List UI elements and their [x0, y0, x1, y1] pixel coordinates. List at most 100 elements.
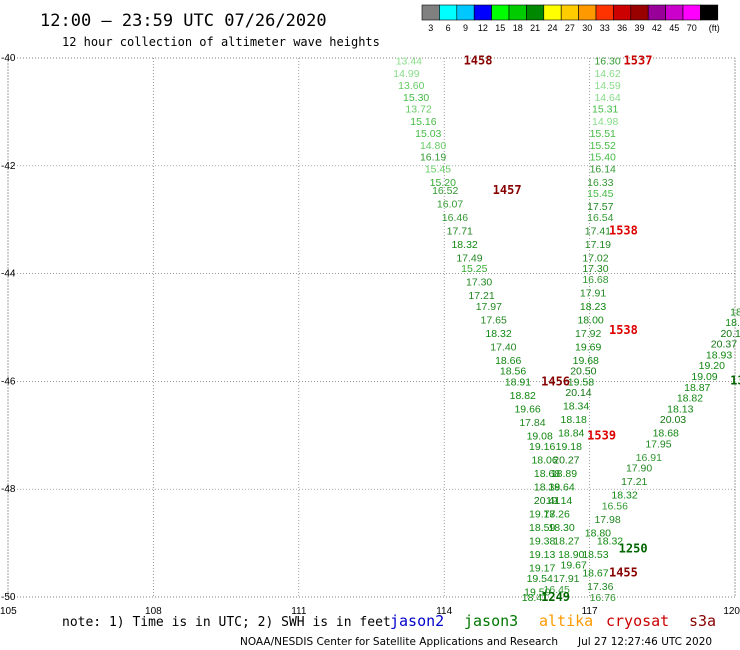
legend-label: 18 [513, 23, 523, 33]
swh-value: 15.31 [592, 104, 618, 116]
swh-value: 16.19 [420, 152, 446, 164]
swh-value: 16.76 [590, 592, 616, 604]
y-tick-labels: -40 -42 -44 -46 -48 -50 [1, 53, 16, 603]
satellite-jason3: jason3 [464, 612, 518, 630]
swh-value: 17.19 [585, 239, 611, 251]
pass-time-label: 1538 [609, 323, 638, 337]
satellite-legend: jason2 jason3 altika cryosat s3a [390, 612, 716, 630]
swh-value: 18.13 [667, 403, 693, 415]
swh-value: 19.16 [529, 441, 555, 453]
legend-swatch [456, 4, 475, 21]
swh-value: 16.68 [582, 274, 608, 286]
pass-time-label: 1455 [609, 566, 638, 580]
swh-value: 14.62 [594, 68, 620, 80]
swh-value: 17.21 [468, 290, 494, 302]
pass-time-label: 1456 [541, 374, 570, 388]
x-tick-label: 105 [0, 606, 17, 617]
legend-label: 6 [446, 23, 451, 33]
swh-value: 17.41 [585, 225, 611, 237]
swh-value: 20.50 [570, 366, 596, 378]
satellite-jason2: jason2 [390, 612, 444, 630]
pass-time-label: 1458 [464, 54, 493, 68]
swh-value: 14.64 [594, 92, 620, 104]
y-tick-label: -44 [1, 269, 16, 280]
swh-value: 15.16 [410, 116, 436, 128]
swh-value: 17.84 [519, 417, 545, 429]
swh-value: 18.18 [561, 414, 587, 426]
swh-value: 14.99 [393, 68, 419, 80]
swh-value: 17.40 [490, 341, 516, 353]
legend-swatch [526, 4, 545, 21]
swh-value: 17.97 [476, 301, 502, 313]
swh-value: 17.49 [456, 252, 482, 264]
x-tick-label: 117 [582, 606, 598, 617]
swh-value: 19.18 [556, 441, 582, 453]
legend-swatch [473, 4, 492, 21]
swh-value: 16.33 [587, 177, 613, 189]
swh-value: 18.56 [500, 366, 526, 378]
legend-swatch [630, 4, 649, 21]
swh-value: 19.17 [529, 562, 555, 574]
swh-value: 18 [730, 306, 740, 318]
swh-value: 19.14 [546, 495, 572, 507]
legend-label: 9 [463, 23, 468, 33]
swh-value: 16.46 [442, 212, 468, 224]
swh-value: 17.98 [594, 514, 620, 526]
x-tick-labels: 105 108 111 114 117 120 [0, 606, 740, 617]
legend-swatch [491, 4, 510, 21]
y-tick-label: -48 [1, 484, 16, 495]
pass-time-label: 1539 [587, 428, 616, 442]
swh-value: 19.08 [527, 430, 553, 442]
swh-value: 17.90 [626, 463, 652, 475]
swh-value: 20.27 [553, 455, 579, 467]
swh-value: 16.45 [544, 584, 570, 596]
swh-value: 16.56 [602, 500, 628, 512]
legend-swatch [508, 4, 527, 21]
x-tick-label: 114 [436, 606, 452, 617]
legend-label: 45 [669, 23, 679, 33]
x-tick-label: 120 [723, 606, 740, 617]
swh-value: 18.41 [522, 592, 548, 604]
legend-unit: (ft) [709, 23, 720, 33]
swh-value: 18.68 [534, 468, 560, 480]
satellite-altika: altika [539, 612, 593, 630]
legend-swatch [421, 4, 440, 21]
swh-value: 18.38 [534, 482, 560, 494]
swh-value: 19.13 [529, 549, 555, 561]
pass-time-label: 1249 [541, 590, 570, 604]
swh-value: 18.27 [553, 535, 579, 547]
swh-value: 19.68 [573, 355, 599, 367]
swh-value: 17.91 [580, 287, 606, 299]
swh-value: 19.54 [527, 573, 553, 585]
swh-value: 19.20 [699, 360, 725, 372]
swh-value: 16.07 [437, 199, 463, 211]
legend-swatch [665, 4, 684, 21]
swh-value: 17.02 [582, 252, 608, 264]
swh-value: 18.32 [485, 328, 511, 340]
page-subtitle: 12 hour collection of altimeter wave hei… [62, 35, 380, 49]
y-tick-label: -46 [1, 376, 16, 387]
swh-value: 18.84 [558, 428, 584, 440]
satellite-cryosat: cryosat [606, 612, 669, 630]
swh-value: 20.41 [534, 495, 560, 507]
swh-value: 19.50 [524, 587, 550, 599]
legend-label: 36 [617, 23, 627, 33]
swh-value: 18.00 [577, 314, 603, 326]
credit-text: NOAA/NESDIS Center for Satellite Applica… [240, 636, 558, 648]
swh-value: 20.03 [660, 414, 686, 426]
legend-label: 21 [530, 23, 540, 33]
legend-swatch [682, 4, 701, 21]
swh-value: 18.93 [706, 349, 732, 361]
y-tick-label: -50 [1, 592, 16, 603]
swh-value: 17.57 [587, 201, 613, 213]
swh-value: 15.20 [430, 177, 456, 189]
color-legend: 3 6 9 12 15 18 21 24 27 30 33 36 39 42 45 70 (ft) [421, 4, 720, 33]
x-tick-label: 108 [145, 606, 162, 617]
swh-value: 18.32 [611, 490, 637, 502]
swh-value: 19.67 [561, 560, 587, 572]
swh-value: 14.59 [594, 80, 620, 92]
swh-value: 13.72 [405, 104, 431, 116]
swh-value: 18.66 [495, 355, 521, 367]
swh-value: 18.34 [563, 401, 589, 413]
swh-value: 20.37 [711, 339, 737, 351]
